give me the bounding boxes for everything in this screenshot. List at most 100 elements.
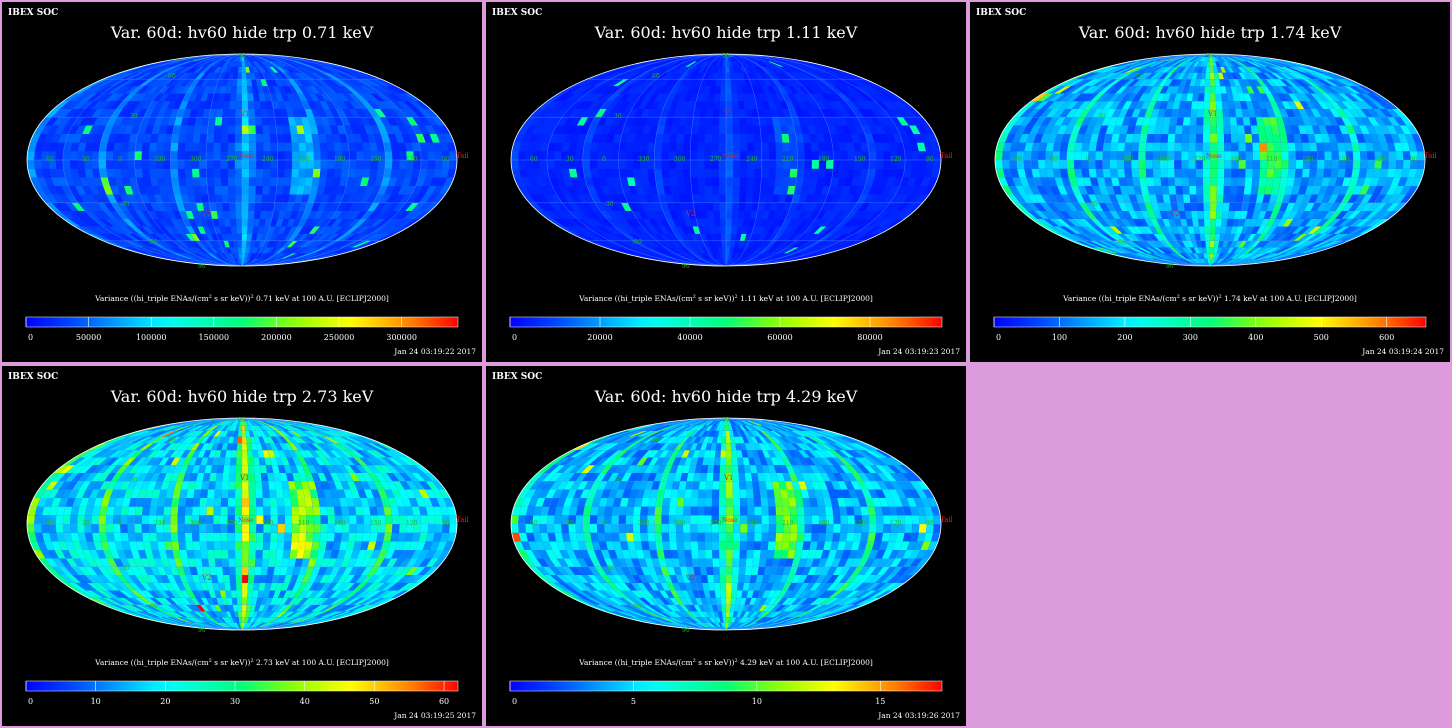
map-pixel (601, 202, 613, 211)
map-pixel (201, 66, 212, 73)
map-pixel (628, 66, 648, 73)
map-pixel (147, 101, 159, 110)
map-pixel (1153, 66, 1166, 73)
map-pixel (756, 56, 776, 62)
map-pixel (425, 142, 435, 152)
map-pixel (259, 247, 267, 254)
map-pixel (197, 226, 207, 234)
map-pixel (178, 258, 204, 264)
map-pixel (1027, 101, 1044, 110)
map-pixel (631, 226, 644, 234)
map-pixel (263, 142, 271, 152)
map-pixel (1279, 202, 1289, 211)
map-pixel (307, 240, 321, 248)
map-pixel (767, 86, 777, 94)
map-pixel (153, 194, 164, 203)
map-pixel (730, 233, 737, 241)
map-pixel (886, 101, 902, 110)
map-pixel (633, 142, 642, 152)
map-pixel (325, 79, 340, 87)
map-pixel (186, 86, 196, 94)
map-pixel (795, 233, 809, 241)
map-pixel (206, 93, 215, 102)
map-pixel (1004, 177, 1016, 186)
map-pixel (1095, 160, 1103, 169)
map-pixel (589, 151, 598, 160)
map-pixel (1006, 117, 1020, 126)
map-pixel (242, 54, 284, 57)
map-pixel (1096, 101, 1109, 110)
map-pixel (777, 66, 792, 73)
map-pixel (184, 168, 193, 178)
map-pixel (353, 93, 368, 102)
lon-tick-label: 150 (854, 156, 866, 163)
map-pixel (710, 258, 718, 264)
map-pixel (640, 151, 648, 160)
map-pixel (164, 134, 173, 143)
map-pixel (705, 233, 713, 241)
map-pixel (1157, 247, 1170, 254)
lon-tick-label: 30 (566, 156, 574, 163)
map-pixel (120, 117, 131, 126)
map-pixel (218, 93, 226, 102)
map-pixel (592, 233, 611, 241)
map-pixel (720, 54, 726, 57)
map-pixel (342, 93, 356, 102)
map-pixel (786, 79, 798, 87)
map-pixel (642, 240, 657, 248)
map-pixel (651, 194, 661, 203)
map-pixel (301, 101, 312, 110)
map-pixel (1150, 218, 1160, 227)
map-pixel (158, 93, 170, 102)
map-pixel (547, 218, 565, 227)
map-pixel (1277, 125, 1287, 135)
map-pixel (575, 160, 584, 169)
map-pixel (164, 247, 181, 254)
map-pixel (1186, 253, 1195, 259)
map-pixel (552, 185, 564, 195)
map-pixel (672, 93, 682, 102)
map-pixel (529, 109, 544, 118)
map-pixel (209, 247, 219, 254)
map-pixel (163, 72, 177, 80)
map-pixel (288, 79, 299, 87)
map-pixel (116, 72, 137, 80)
map-pixel (732, 258, 740, 264)
map-pixel (218, 72, 226, 80)
map-pixel (66, 210, 82, 219)
map-pixel (438, 125, 451, 135)
map-pixel (1081, 79, 1099, 87)
map-pixel (1131, 151, 1139, 160)
map-pixel (677, 125, 686, 135)
map-pixel (353, 218, 368, 227)
map-pixel (753, 185, 761, 195)
map-pixel (124, 226, 140, 234)
map-pixel (355, 210, 368, 219)
map-pixel (597, 233, 615, 241)
map-pixel (815, 72, 833, 80)
map-pixel (1279, 109, 1289, 118)
map-pixel (717, 247, 723, 254)
map-pixel (274, 240, 284, 248)
map-pixel (744, 258, 758, 264)
map-pixel (814, 247, 836, 254)
map-pixel (282, 247, 295, 254)
map-pixel (857, 210, 871, 219)
map-pixel (356, 151, 364, 160)
map-pixel (697, 177, 706, 186)
map-pixel (220, 177, 229, 186)
map-pixel (1210, 134, 1218, 143)
map-pixel (546, 160, 555, 169)
map-pixel (580, 86, 598, 94)
map-pixel (256, 151, 264, 160)
map-pixel (202, 56, 219, 62)
map-pixel (156, 151, 164, 160)
map-pixel (422, 134, 433, 143)
map-pixel (262, 56, 277, 62)
map-pixel (689, 247, 699, 254)
map-pixel (33, 185, 46, 195)
map-pixel (642, 72, 657, 80)
map-pixel (753, 66, 763, 73)
map-pixel (564, 226, 583, 234)
map-pixel (810, 168, 819, 178)
